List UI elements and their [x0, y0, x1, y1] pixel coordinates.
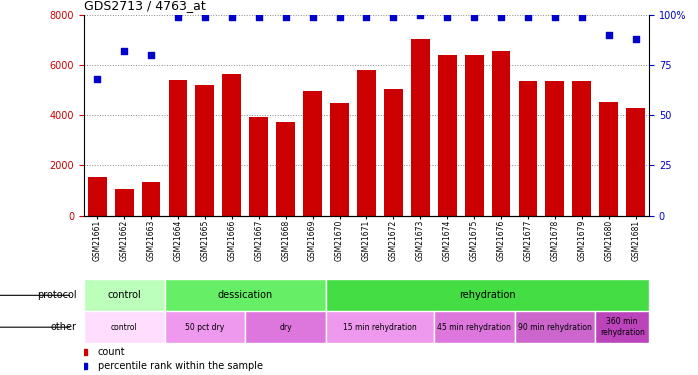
Bar — [114, 189, 133, 216]
Bar — [88, 177, 107, 216]
Point — [200, 14, 211, 20]
Point — [253, 14, 265, 20]
Text: 15 min rehydration: 15 min rehydration — [343, 322, 417, 332]
Text: 50 pct dry: 50 pct dry — [185, 322, 225, 332]
Point — [334, 14, 345, 20]
Bar — [438, 55, 456, 216]
Bar — [465, 55, 484, 216]
Bar — [245, 311, 326, 343]
Bar — [84, 311, 165, 343]
Point — [549, 14, 560, 20]
Text: dessication: dessication — [218, 290, 273, 300]
Bar — [545, 81, 564, 216]
Text: percentile rank within the sample: percentile rank within the sample — [98, 361, 263, 370]
Bar — [384, 89, 403, 216]
Bar — [195, 85, 214, 216]
Bar — [165, 311, 245, 343]
Bar — [165, 279, 326, 311]
Bar — [433, 311, 514, 343]
Bar — [600, 102, 618, 216]
Point — [577, 14, 588, 20]
Text: count: count — [98, 346, 126, 357]
Point — [361, 14, 372, 20]
Point — [522, 14, 533, 20]
Point — [226, 14, 237, 20]
Bar — [514, 311, 595, 343]
Bar — [249, 117, 268, 216]
Bar — [626, 108, 645, 216]
Bar — [326, 311, 433, 343]
Point — [172, 14, 184, 20]
Point — [145, 52, 156, 58]
Text: control: control — [107, 290, 141, 300]
Bar — [326, 279, 649, 311]
Point — [415, 12, 426, 18]
Point — [119, 48, 130, 54]
Point — [603, 32, 614, 38]
Point — [388, 14, 399, 20]
Bar — [142, 182, 161, 216]
Bar — [84, 279, 165, 311]
Text: 45 min rehydration: 45 min rehydration — [437, 322, 511, 332]
Point — [630, 36, 641, 42]
Point — [442, 14, 453, 20]
Bar — [519, 81, 537, 216]
Bar — [168, 80, 187, 216]
Text: dry: dry — [279, 322, 292, 332]
Bar — [276, 122, 295, 216]
Text: other: other — [51, 322, 77, 332]
Text: control: control — [111, 322, 138, 332]
Bar — [330, 103, 349, 216]
Bar — [357, 70, 376, 216]
Point — [280, 14, 291, 20]
Bar — [223, 74, 242, 216]
Point — [496, 14, 507, 20]
Bar — [572, 81, 591, 216]
Point — [307, 14, 318, 20]
Bar — [595, 311, 649, 343]
Point — [468, 14, 480, 20]
Bar — [491, 51, 510, 216]
Text: protocol: protocol — [37, 290, 77, 300]
Text: 360 min
rehydration: 360 min rehydration — [600, 318, 645, 337]
Text: GDS2713 / 4763_at: GDS2713 / 4763_at — [84, 0, 205, 12]
Text: rehydration: rehydration — [459, 290, 516, 300]
Bar — [303, 92, 322, 216]
Text: 90 min rehydration: 90 min rehydration — [518, 322, 592, 332]
Bar — [411, 39, 430, 216]
Point — [91, 76, 103, 82]
